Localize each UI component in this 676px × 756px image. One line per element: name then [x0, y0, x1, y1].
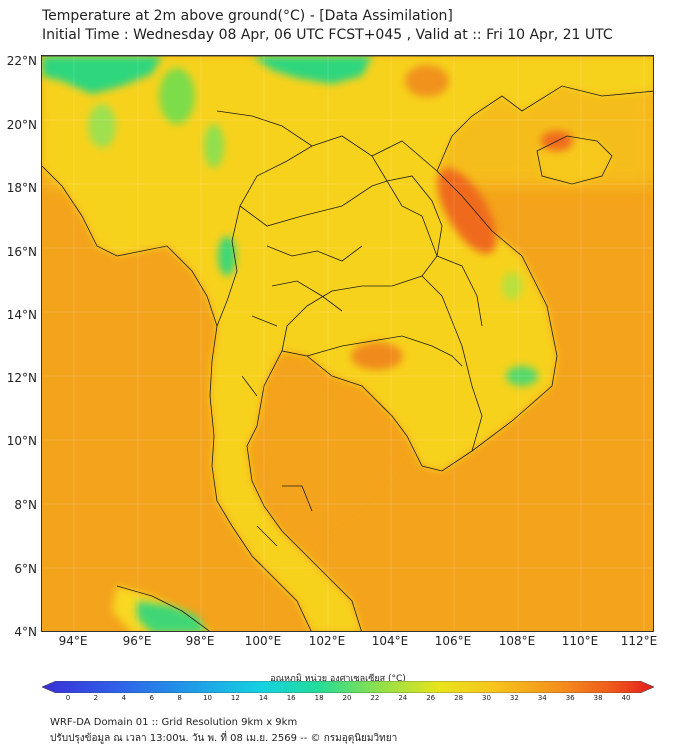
map-title: Temperature at 2m above ground(°C) - [Da…: [42, 8, 453, 24]
lon-label-94e: 94°E: [58, 634, 88, 648]
lon-label-108e: 108°E: [498, 634, 536, 648]
colorbar-tick-label: 20: [342, 694, 352, 702]
colorbar-tick-label: 34: [537, 694, 547, 702]
colorbar-tick-label: 32: [509, 694, 519, 702]
lon-label-102e: 102°E: [308, 634, 346, 648]
lat-label-20n: 20°N: [6, 118, 37, 132]
lat-label-12n: 12°N: [6, 371, 37, 385]
lon-label-110e: 110°E: [561, 634, 599, 648]
colorbar-tick-label: 4: [121, 694, 127, 702]
map-subtitle: Initial Time : Wednesday 08 Apr, 06 UTC …: [42, 27, 613, 43]
lon-label-98e: 98°E: [185, 634, 215, 648]
colorbar-tick-label: 2: [93, 694, 99, 702]
lat-label-14n: 14°N: [6, 308, 37, 322]
colorbar-tick-label: 12: [230, 694, 240, 702]
colorbar-tick-label: 40: [621, 694, 631, 702]
colorbar-tick-label: 24: [398, 694, 408, 702]
colorbar-tick-label: 22: [370, 694, 380, 702]
colorbar-tick-label: 30: [482, 694, 491, 702]
mainland-land: [42, 56, 653, 631]
country-borders: [42, 56, 653, 631]
lon-label-106e: 106°E: [434, 634, 472, 648]
colorbar-tick-label: 14: [258, 694, 268, 702]
colorbar-tick-label: 28: [454, 694, 464, 702]
temperature-map: [41, 55, 654, 632]
lat-label-22n: 22°N: [6, 54, 37, 68]
lat-label-16n: 16°N: [6, 245, 37, 259]
lat-label-4n: 4°N: [14, 625, 37, 639]
colorbar-tick-label: 0: [65, 694, 71, 702]
colorbar-tick-label: 10: [203, 694, 212, 702]
lon-label-104e: 104°E: [371, 634, 409, 648]
colorbar-tick-label: 38: [593, 694, 603, 702]
lon-label-112e: 112°E: [620, 634, 658, 648]
lat-label-8n: 8°N: [14, 498, 37, 512]
colorbar-tick-label: 16: [286, 694, 296, 702]
lon-label-96e: 96°E: [122, 634, 152, 648]
footer-domain-info: WRF-DA Domain 01 :: Grid Resolution 9km …: [50, 717, 298, 728]
colorbar-tick-label: 8: [177, 694, 182, 702]
colorbar-tick-label: 6: [149, 694, 154, 702]
cool-patches: [42, 56, 538, 631]
lat-label-10n: 10°N: [6, 434, 37, 448]
colorbar: [42, 681, 654, 693]
colorbar-tick-label: 36: [565, 694, 575, 702]
colorbar-label: อุณหภูมิ หน่วย องศาเซลเซียส (°C): [270, 674, 406, 684]
map-canvas: [42, 56, 653, 631]
colorbar-tick-label: 18: [314, 694, 324, 702]
lat-label-6n: 6°N: [14, 562, 37, 576]
colorbar-gradient: [42, 681, 654, 693]
gulf-of-thailand: [257, 361, 402, 546]
footer-update-info: ปรับปรุงข้อมูล ณ เวลา 13:00น. วัน พ. ที่…: [50, 733, 398, 744]
colorbar-tick-label: 26: [426, 694, 436, 702]
lat-label-18n: 18°N: [6, 181, 37, 195]
warm-patches: [351, 65, 573, 370]
graticule: [42, 56, 653, 631]
lon-label-100e: 100°E: [244, 634, 282, 648]
